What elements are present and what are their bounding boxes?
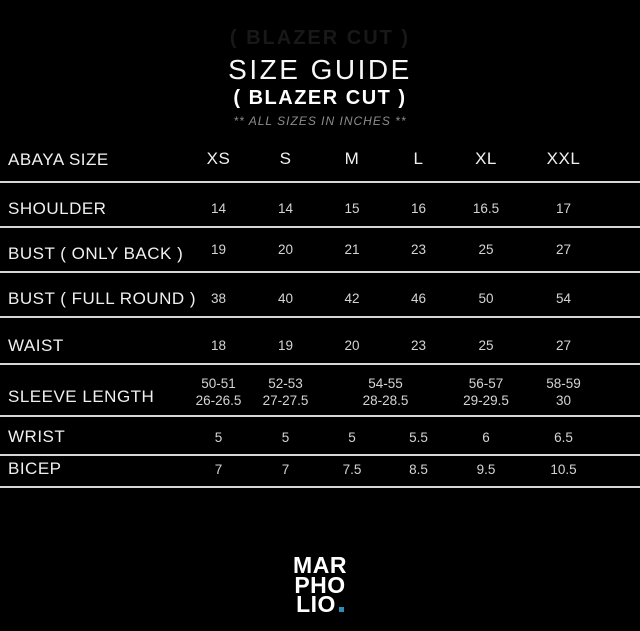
value-cell: 52-53 27-27.5 [252, 375, 319, 415]
table-row-wrist: WRIST 5 5 5 5.5 6 6.5 [0, 417, 640, 456]
ghost-title: ( BLAZER CUT ) [229, 27, 411, 49]
value-cell: 58-59 30 [520, 375, 607, 415]
value-cell: 23 [410, 242, 427, 257]
value-cell: 25 [478, 242, 494, 257]
value-cell: 19 [277, 338, 294, 353]
value-cell: 5 [281, 430, 290, 445]
value-cell: 50 [478, 291, 494, 306]
value-top: 52-53 [268, 376, 303, 391]
row-header-label: ABAYA SIZE [8, 150, 109, 169]
value-cell: 42 [344, 291, 360, 306]
logo-line-1: MAR [293, 552, 347, 578]
logo-dot [338, 606, 344, 612]
value-cell: 46 [410, 291, 427, 306]
page-subtitle: ( BLAZER CUT ) [233, 87, 407, 109]
value-cell: 40 [277, 291, 294, 306]
row-label: SHOULDER [8, 199, 107, 218]
value-cell: 20 [277, 242, 294, 257]
column-header-xl: XL [475, 149, 497, 168]
value-top: 56-57 [468, 376, 504, 391]
value-cell: 17 [555, 201, 572, 216]
value-cell: 16 [410, 201, 427, 216]
value-cell: 27 [555, 242, 572, 257]
column-header-s: S [279, 149, 292, 168]
value-cell: 56-57 29-29.5 [452, 375, 520, 415]
value-cell: 14 [210, 201, 227, 216]
value-cell: 20 [344, 338, 360, 353]
value-cell: 7.5 [342, 462, 362, 477]
value-bottom: 30 [555, 393, 572, 408]
table-row-bicep: BICEP 7 7 7.5 8.5 9.5 10.5 [0, 456, 640, 488]
value-cell: 10.5 [550, 462, 577, 477]
table-header-row: ABAYA SIZE XS S M L XL XXL [0, 129, 640, 183]
row-label: BUST ( FULL ROUND ) [8, 289, 197, 308]
value-cell: 54 [555, 291, 572, 306]
value-bottom: 29-29.5 [463, 393, 509, 408]
column-header-xxl: XXL [546, 149, 581, 168]
value-cell: 19 [210, 242, 227, 257]
value-cell: 18 [210, 338, 227, 353]
row-label: WAIST [8, 336, 64, 355]
value-cell: 27 [555, 338, 572, 353]
marpholio-logo: MAR PHO LIO [0, 552, 640, 617]
table-row-bust-full-round: BUST ( FULL ROUND ) 38 40 42 46 50 54 [0, 273, 640, 318]
table-row-shoulder: SHOULDER 14 14 15 16 16.5 17 [0, 183, 640, 228]
value-cell: 8.5 [409, 462, 428, 477]
value-cell: 5.5 [409, 430, 428, 445]
value-cell: 5 [348, 430, 356, 445]
row-label: SLEEVE LENGTH [8, 387, 155, 406]
value-cell: 38 [210, 291, 227, 306]
row-label: WRIST [8, 427, 66, 446]
table-row-bust-only-back: BUST ( ONLY BACK ) 19 20 21 23 25 27 [0, 228, 640, 273]
logo-line-3: LIO [296, 591, 336, 617]
value-cell: 6.5 [554, 430, 573, 445]
value-cell: 25 [478, 338, 494, 353]
value-top: 54-55 [368, 376, 403, 391]
row-label: BUST ( ONLY BACK ) [8, 244, 184, 263]
value-cell: 54-55 28-28.5 [319, 375, 452, 415]
value-cell: 7 [214, 462, 223, 477]
value-bottom: 28-28.5 [362, 393, 409, 408]
value-cell: 23 [410, 338, 427, 353]
logo-line-2: PHO [294, 571, 346, 598]
table-row-waist: WAIST 18 19 20 23 25 27 [0, 318, 640, 365]
logo-line-3-row: LIO [296, 591, 344, 617]
value-bottom: 26-26.5 [195, 393, 242, 408]
column-header-m: M [344, 149, 360, 168]
value-cell: 15 [344, 201, 360, 216]
value-cell: 50-51 26-26.5 [185, 375, 252, 415]
column-header-l: L [413, 149, 424, 168]
value-cell: 21 [344, 242, 360, 257]
size-table: ABAYA SIZE XS S M L XL XXL SHOULDER 14 1… [0, 129, 640, 488]
value-top: 50-51 [201, 376, 236, 391]
value-top: 58-59 [546, 376, 581, 391]
value-cell: 9.5 [476, 462, 496, 477]
column-header-xs: XS [206, 149, 231, 168]
value-cell: 6 [482, 430, 490, 445]
value-cell: 7 [281, 462, 290, 477]
value-cell: 5 [214, 430, 223, 445]
value-cell: 14 [277, 201, 294, 216]
table-row-sleeve-length: SLEEVE LENGTH 50-51 26-26.5 52-53 27-27.… [0, 365, 640, 417]
value-cell: 16.5 [472, 201, 500, 216]
sizes-note: ** ALL SIZES IN INCHES ** [233, 114, 407, 128]
value-bottom: 27-27.5 [262, 393, 309, 408]
row-label: BICEP [8, 459, 62, 478]
page-title: SIZE GUIDE [228, 54, 412, 85]
